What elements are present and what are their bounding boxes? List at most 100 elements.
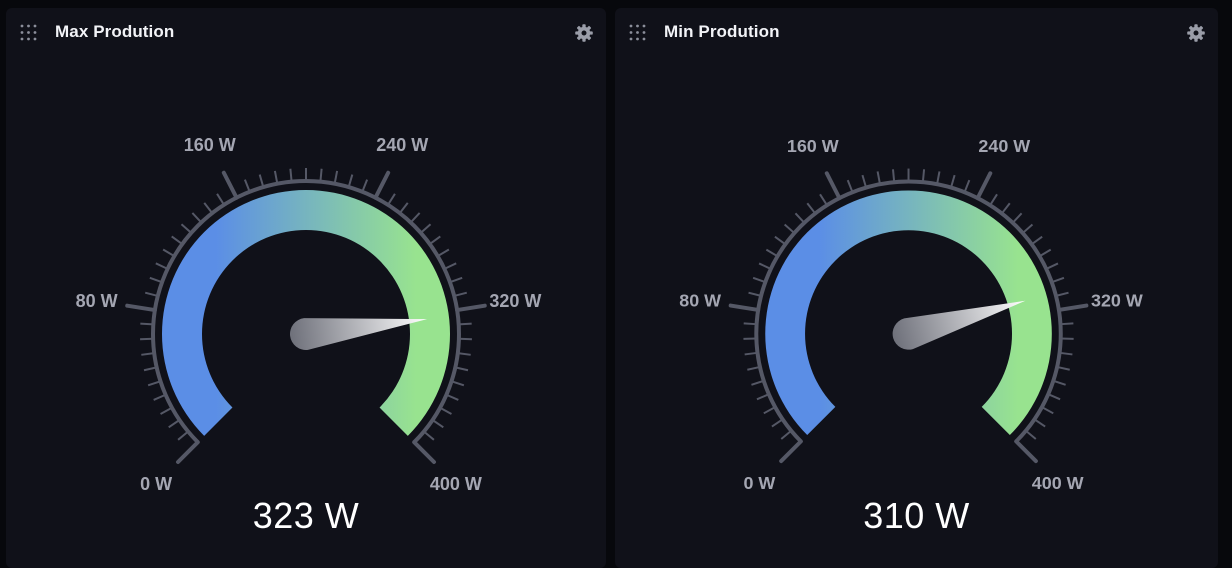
- minor-tick: [820, 194, 827, 205]
- minor-tick: [785, 225, 795, 234]
- minor-tick: [440, 408, 451, 414]
- tick-label: 80 W: [76, 291, 118, 311]
- minor-tick: [141, 353, 154, 355]
- minor-tick: [848, 180, 853, 192]
- minor-tick: [362, 180, 367, 192]
- minor-tick: [156, 263, 168, 269]
- minor-tick: [217, 194, 224, 205]
- minor-tick: [1057, 367, 1070, 370]
- minor-tick: [421, 224, 431, 233]
- major-tick: [457, 306, 485, 310]
- major-tick: [827, 173, 840, 198]
- minor-tick: [878, 171, 880, 184]
- tick-label: 400 W: [430, 474, 482, 494]
- minor-tick: [452, 381, 464, 385]
- tick-label: 160 W: [787, 136, 839, 156]
- minor-tick: [260, 175, 264, 187]
- minor-tick: [438, 249, 449, 256]
- minor-tick: [757, 394, 769, 399]
- minor-tick: [1040, 250, 1051, 257]
- minor-tick: [459, 324, 472, 325]
- minor-tick: [454, 293, 467, 296]
- minor-tick: [455, 367, 468, 370]
- minor-tick: [458, 353, 471, 355]
- minor-tick: [433, 420, 444, 427]
- minor-tick: [450, 278, 462, 282]
- minor-tick: [781, 431, 791, 439]
- minor-tick: [275, 171, 277, 184]
- minor-tick: [1048, 394, 1060, 399]
- minor-tick: [1023, 225, 1033, 234]
- tick-label: 80 W: [679, 291, 721, 311]
- minor-tick: [320, 169, 321, 182]
- tick-label: 240 W: [376, 135, 428, 155]
- major-tick: [127, 306, 155, 310]
- minor-tick: [424, 432, 434, 440]
- minor-tick: [1052, 278, 1064, 282]
- major-tick: [414, 442, 434, 462]
- minor-tick: [923, 169, 924, 182]
- minor-tick: [145, 293, 158, 296]
- minor-tick: [759, 263, 771, 269]
- minor-tick: [1034, 419, 1045, 426]
- minor-tick: [169, 420, 180, 427]
- minor-tick: [154, 395, 166, 400]
- minor-tick: [411, 213, 420, 222]
- minor-tick: [178, 432, 188, 440]
- major-tick: [1016, 441, 1036, 461]
- major-tick: [731, 306, 759, 310]
- minor-tick: [751, 381, 763, 385]
- minor-tick: [1002, 203, 1010, 213]
- minor-tick: [965, 180, 970, 192]
- minor-tick: [1046, 263, 1058, 269]
- minor-tick: [951, 175, 955, 187]
- tick-label: 320 W: [1091, 291, 1143, 311]
- minor-tick: [753, 278, 765, 282]
- minor-tick: [446, 395, 458, 400]
- minor-tick: [163, 249, 174, 256]
- gauge-readout: 310 W: [615, 495, 1218, 537]
- minor-tick: [144, 367, 157, 370]
- minor-tick: [795, 213, 804, 222]
- major-tick: [178, 442, 198, 462]
- major-tick: [978, 173, 991, 198]
- tick-label: 0 W: [743, 473, 775, 493]
- minor-tick: [140, 324, 153, 325]
- minor-tick: [893, 169, 894, 182]
- major-tick: [375, 173, 388, 198]
- minor-tick: [772, 419, 783, 426]
- major-tick: [1059, 306, 1087, 310]
- minor-tick: [1060, 323, 1073, 324]
- minor-tick: [204, 203, 212, 213]
- minor-tick: [764, 407, 775, 413]
- minor-tick: [1032, 237, 1042, 245]
- minor-tick: [1026, 431, 1036, 439]
- minor-tick: [430, 236, 441, 244]
- minor-tick: [744, 323, 757, 324]
- gauge-needle: [893, 301, 1026, 350]
- major-tick: [781, 441, 801, 461]
- major-tick: [224, 173, 237, 198]
- tick-label: 0 W: [140, 474, 172, 494]
- minor-tick: [1060, 353, 1073, 355]
- tick-label: 240 W: [978, 136, 1030, 156]
- minor-tick: [181, 224, 191, 233]
- minor-tick: [990, 194, 997, 205]
- gauge-readout: 323 W: [6, 495, 606, 537]
- minor-tick: [444, 263, 456, 269]
- minor-tick: [1056, 293, 1069, 296]
- gauge-band: [765, 190, 1052, 435]
- tick-label: 320 W: [489, 291, 541, 311]
- minor-tick: [807, 203, 815, 213]
- minor-tick: [161, 408, 172, 414]
- gauge-needle: [290, 318, 427, 350]
- minor-tick: [937, 171, 939, 184]
- minor-tick: [1013, 213, 1022, 222]
- minor-tick: [766, 250, 777, 257]
- minor-tick: [148, 381, 160, 385]
- minor-tick: [335, 171, 337, 184]
